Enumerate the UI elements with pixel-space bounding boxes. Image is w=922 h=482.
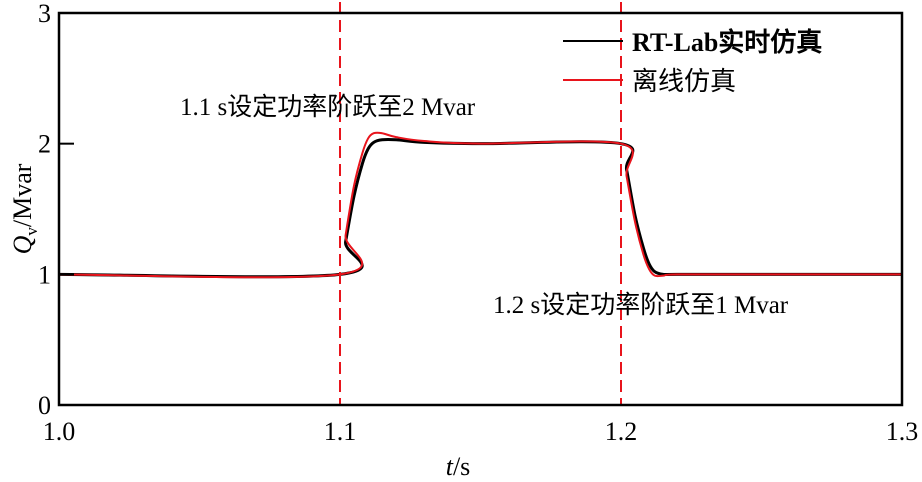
y-tick-label: 1 <box>38 260 51 289</box>
annotation-step-down: 1.2 s设定功率阶跃至1 Mvar <box>493 291 789 319</box>
y-axis-label: Qv/Mvar <box>8 163 41 254</box>
x-tick-label: 1.3 <box>886 417 919 446</box>
legend-label-rtlab: RT-Lab实时仿真 <box>632 27 822 57</box>
event-markers <box>339 2 622 405</box>
legend: RT-Lab实时仿真 离线仿真 <box>563 27 822 96</box>
x-tick-label: 1.1 <box>324 417 357 446</box>
x-axis-ticks: 1.0 1.1 1.2 1.3 <box>43 417 919 446</box>
legend-label-offline: 离线仿真 <box>632 67 736 96</box>
x-axis-label: t/s <box>446 452 471 481</box>
x-tick-label: 1.0 <box>43 417 76 446</box>
series-layer <box>58 131 902 279</box>
y-axis-ticks: 0 1 2 3 <box>38 0 74 420</box>
series-rtlab-line <box>58 137 902 279</box>
y-tick-label: 3 <box>38 0 51 28</box>
x-tick-label: 1.2 <box>605 417 638 446</box>
plot-frame <box>57 11 904 407</box>
y-tick-label: 2 <box>38 130 51 159</box>
y-tick-label: 0 <box>38 391 51 420</box>
annotation-step-up: 1.1 s设定功率阶跃至2 Mvar <box>180 93 476 121</box>
series-offline-line <box>58 131 902 279</box>
